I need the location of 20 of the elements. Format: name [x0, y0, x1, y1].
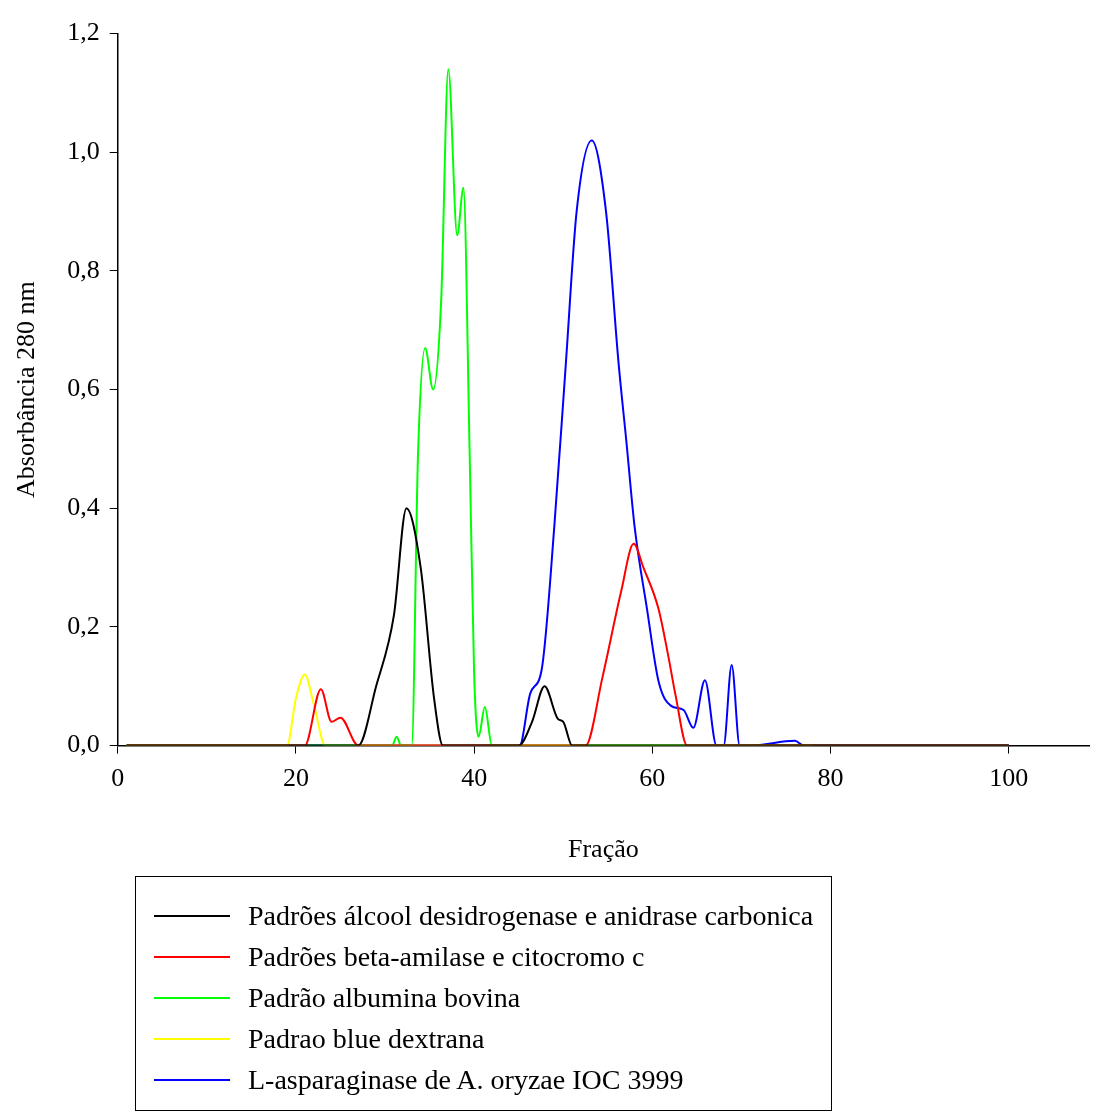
legend-label: Padrão albumina bovina [248, 981, 521, 1014]
legend-label: L-asparaginase de A. oryzae IOC 3999 [248, 1063, 684, 1096]
x-tick-label: 20 [282, 763, 309, 793]
y-tick-label: 0,2 [67, 610, 100, 640]
y-tick-label: 0,0 [67, 729, 100, 759]
x-tick-label: 0 [111, 763, 125, 793]
y-tick-label: 1,2 [67, 17, 100, 47]
y-axis-title: Absorbância 280 nm [11, 281, 41, 498]
y-tick-label: 0,8 [67, 254, 100, 284]
legend-label: Padrões álcool desidrogenase e anidrase carbonica [248, 899, 814, 932]
x-axis-title: Fração [567, 834, 639, 864]
x-tick-label: 80 [817, 763, 844, 793]
legend-label: Padrões beta-amilase e citocromo c [248, 940, 645, 973]
x-tick-label: 60 [639, 763, 666, 793]
y-tick-label: 1,0 [67, 136, 100, 166]
y-tick-label: 0,4 [67, 492, 100, 522]
x-tick-label: 100 [989, 763, 1029, 793]
x-tick-label: 40 [461, 763, 488, 793]
legend-label: Padrao blue dextrana [248, 1022, 485, 1055]
y-tick-label: 0,6 [67, 373, 100, 403]
